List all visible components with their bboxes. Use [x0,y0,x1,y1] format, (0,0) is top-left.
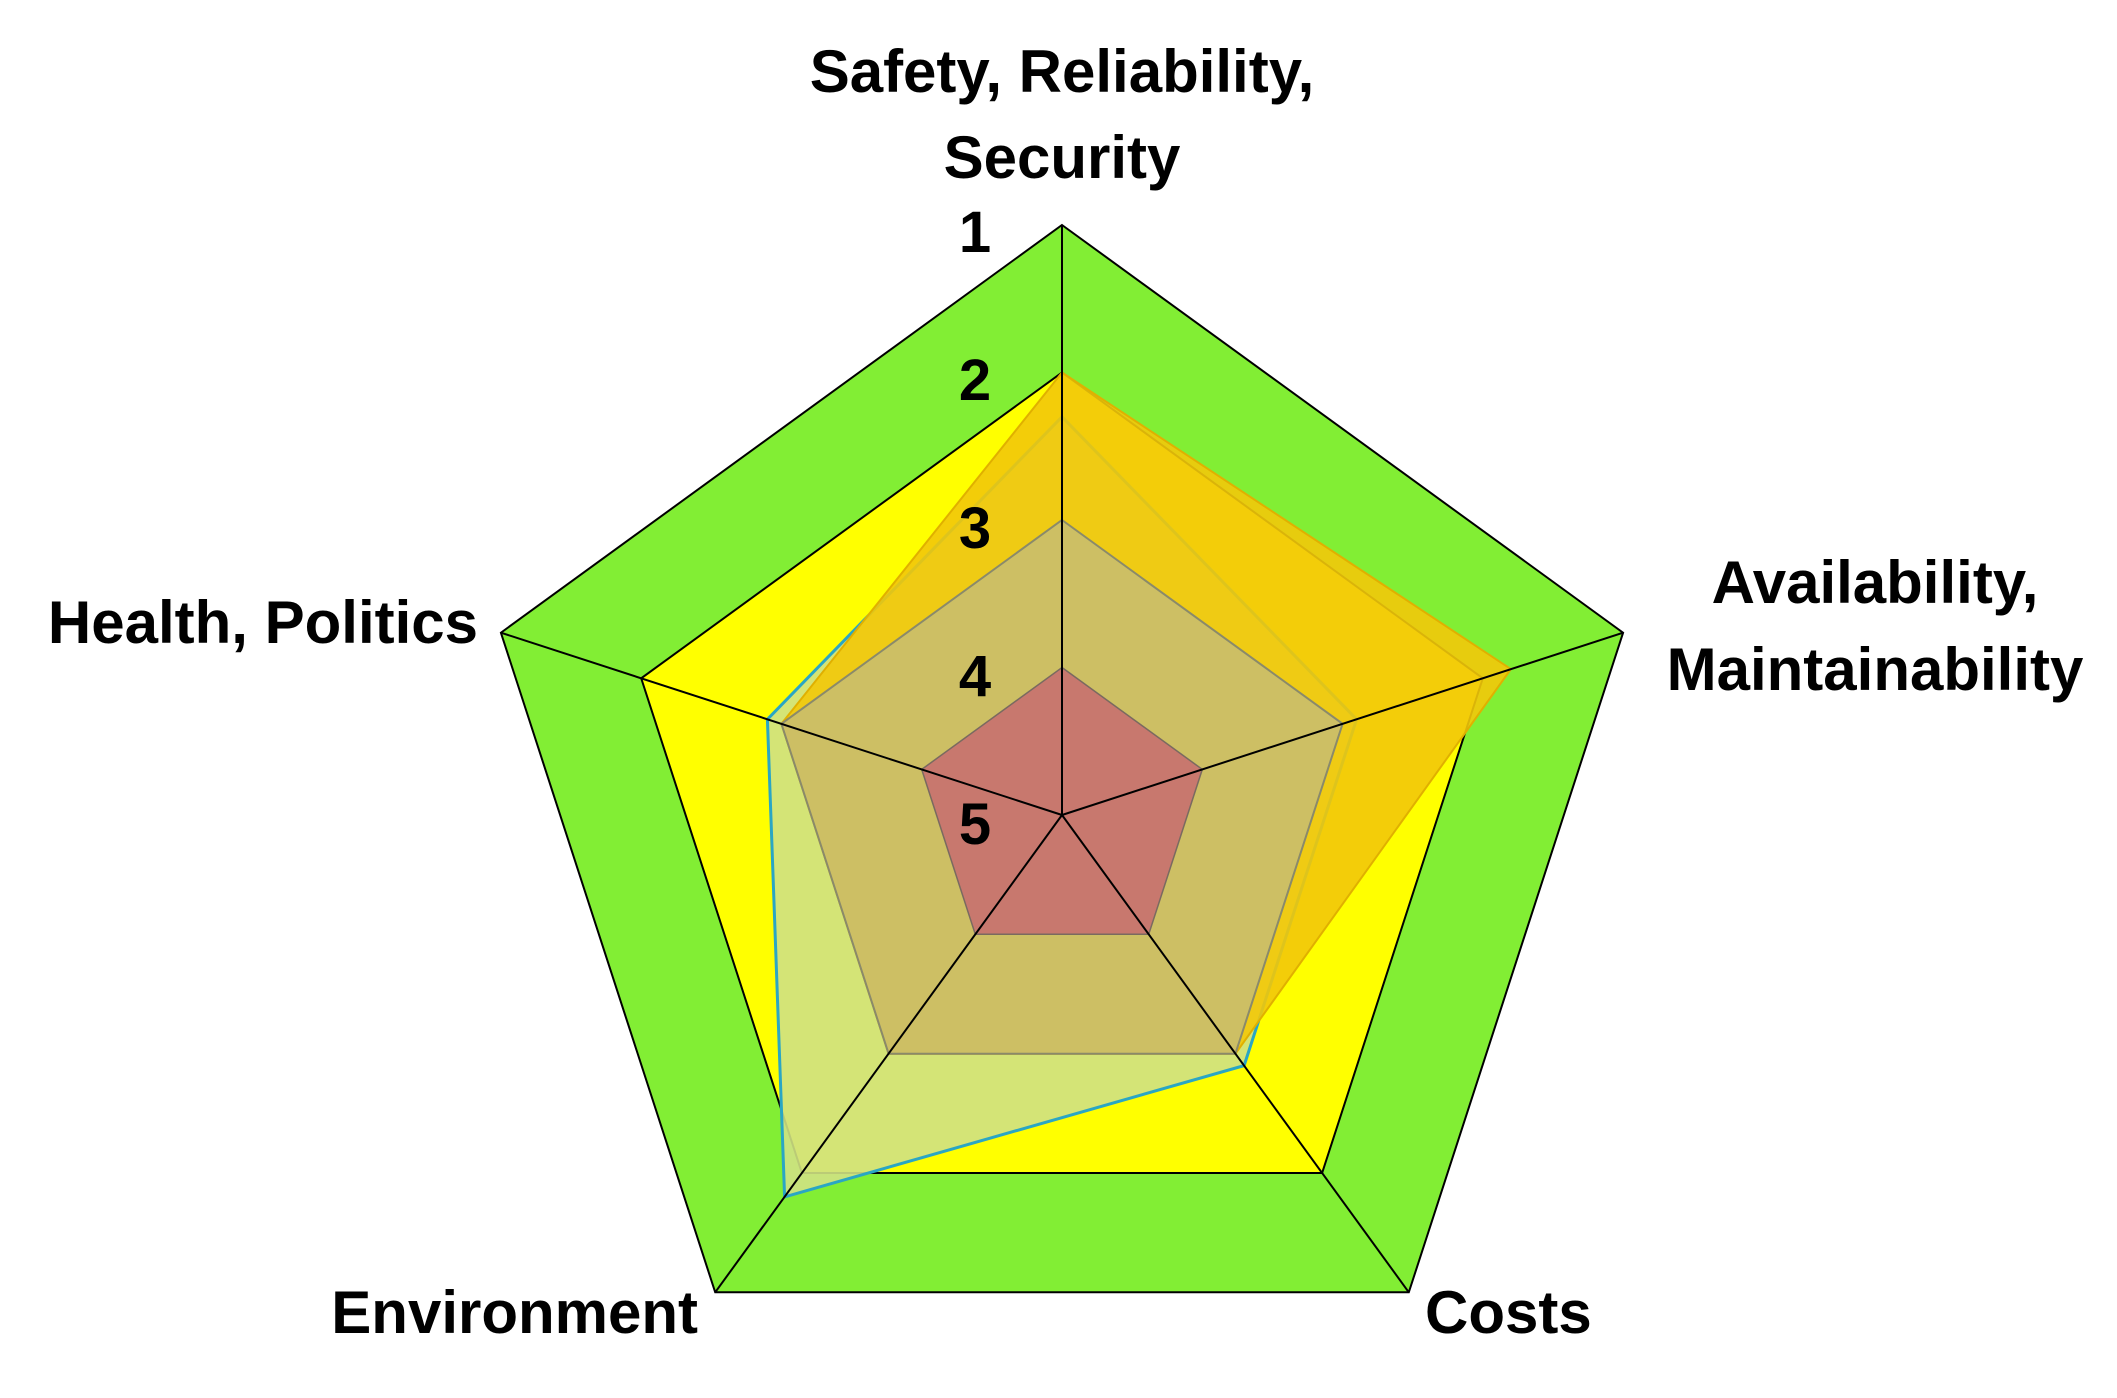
category-label-safety-line-1: Safety, Reliability, [810,38,1315,105]
spoke-5 [500,631,1063,816]
category-label-availability-line-2: Maintainability [1667,636,2084,703]
scale-label-group: 1 2 3 4 5 [959,200,991,857]
scale-label-5: 5 [959,792,991,857]
category-label-health-politics: Health, Politics [48,589,478,656]
spoke-4 [714,814,1063,1293]
scale-label-3: 3 [959,496,991,561]
spoke-group [500,225,1624,1293]
scale-label-2: 2 [959,348,991,413]
category-label-group: Safety, Reliability, Security Availabili… [48,38,2084,1346]
series-group [765,371,1513,1199]
scale-label-1: 1 [959,200,991,265]
spoke-3 [1061,814,1410,1293]
category-label-availability-line-1: Availability, [1712,549,2039,616]
category-label-environment: Environment [331,1279,698,1346]
spoke-2 [1061,631,1624,816]
category-label-safety-line-2: Security [944,124,1181,191]
category-label-costs: Costs [1425,1279,1592,1346]
scale-label-4: 4 [959,644,991,709]
